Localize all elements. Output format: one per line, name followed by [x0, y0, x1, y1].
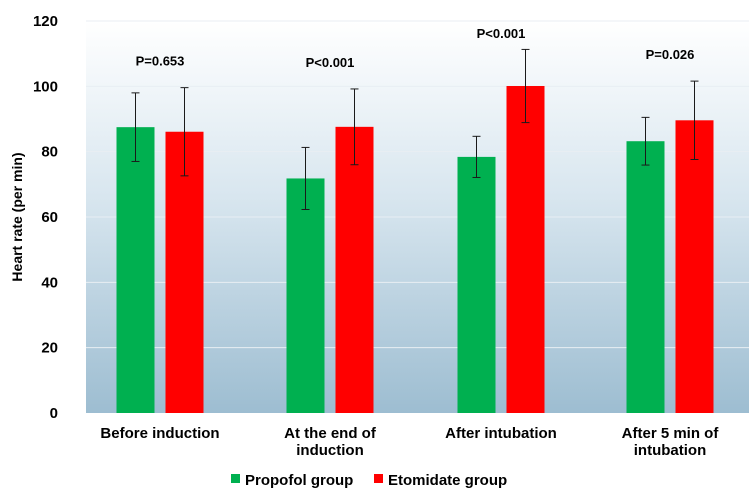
- legend-swatch: [231, 474, 240, 483]
- bar-propofol: [286, 178, 325, 413]
- p-value-label: P<0.001: [477, 26, 526, 41]
- x-tick-label: At the end of: [284, 425, 377, 442]
- p-value-labels: P=0.653 P<0.001 P<0.001 P=0.026: [136, 26, 695, 70]
- p-value-label: P=0.026: [646, 47, 695, 62]
- y-tick-label: 100: [33, 78, 58, 95]
- legend-swatch: [374, 474, 383, 483]
- y-axis-title: Heart rate (per min): [9, 152, 25, 281]
- y-tick-label: 120: [33, 13, 58, 30]
- bar-propofol: [626, 141, 665, 414]
- x-tick-label: intubation: [634, 442, 706, 459]
- p-value-label: P=0.653: [136, 54, 185, 69]
- p-value-label: P<0.001: [306, 55, 355, 70]
- bar-etomidate: [165, 131, 204, 414]
- bar-etomidate: [506, 86, 545, 414]
- x-tick-label: induction: [296, 442, 364, 459]
- y-tick-label: 0: [50, 405, 58, 422]
- x-tick-label: After intubation: [445, 425, 557, 442]
- y-tick-label: 60: [41, 209, 58, 226]
- legend: Propofol group Etomidate group: [231, 472, 507, 489]
- y-tick-label: 80: [41, 144, 58, 161]
- legend-label: Propofol group: [245, 472, 353, 489]
- x-tick-label: After 5 min of: [622, 425, 720, 442]
- bar-propofol: [457, 156, 496, 414]
- bar-etomidate: [675, 120, 714, 413]
- y-axis-ticks: 0 20 40 60 80 100 120: [33, 13, 58, 422]
- bars: [116, 86, 714, 414]
- x-tick-label: Before induction: [100, 425, 219, 442]
- legend-label: Etomidate group: [388, 472, 507, 489]
- bar-propofol: [116, 127, 155, 414]
- y-tick-label: 40: [41, 274, 58, 291]
- y-tick-label: 20: [41, 340, 58, 357]
- error-bars: [131, 48, 699, 210]
- bar-etomidate: [335, 126, 374, 413]
